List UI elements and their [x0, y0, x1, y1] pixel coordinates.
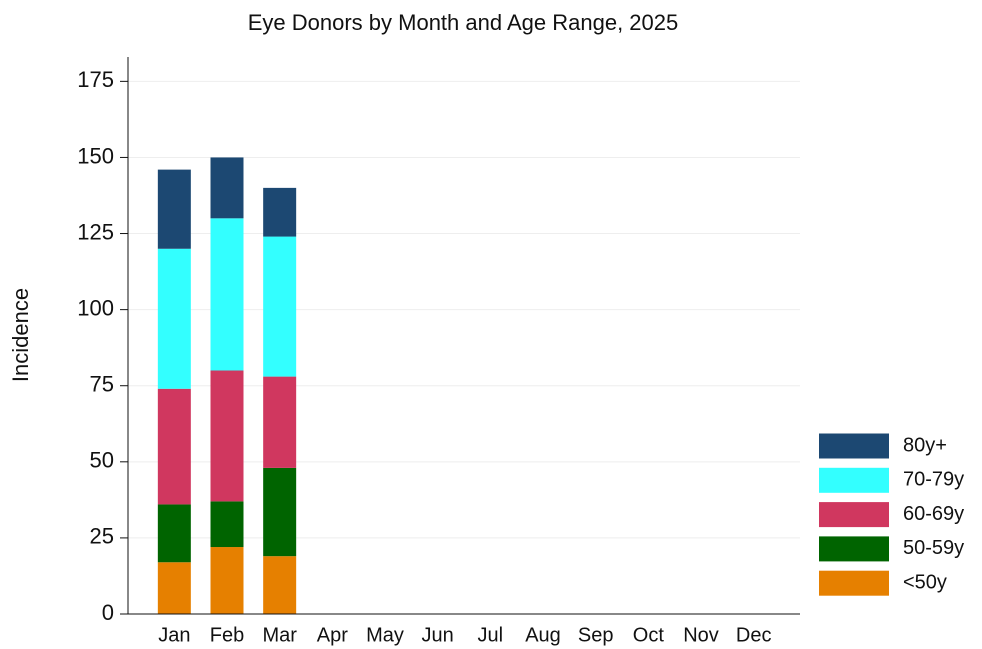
- x-tick-label: Mar: [262, 624, 297, 646]
- y-tick-label: 0: [102, 600, 114, 625]
- bar-segment: [263, 467, 297, 557]
- y-tick-label: 175: [77, 67, 114, 92]
- x-tick-label: Nov: [683, 624, 719, 646]
- x-tick-label: Oct: [633, 624, 665, 646]
- x-tick-label: Feb: [210, 624, 244, 646]
- x-tick-label: May: [366, 624, 404, 646]
- bar-segment: [210, 547, 244, 614]
- legend-label: 70-79y: [903, 469, 964, 491]
- x-tick-label: Jul: [478, 624, 504, 646]
- x-tick-label: Aug: [525, 624, 561, 646]
- x-tick-label: Sep: [578, 624, 614, 646]
- x-tick-label: Dec: [736, 624, 772, 646]
- bar-segment: [210, 157, 244, 219]
- bar-segment: [263, 187, 297, 237]
- x-tick-label: Jan: [158, 624, 190, 646]
- legend-swatch: [819, 467, 889, 493]
- x-tick-label: Apr: [317, 624, 348, 646]
- legend-swatch: [819, 502, 889, 528]
- y-tick-label: 25: [90, 524, 114, 549]
- legend-swatch: [819, 570, 889, 596]
- legend-label: 50-59y: [903, 537, 964, 559]
- y-tick-label: 125: [77, 219, 114, 244]
- y-tick-label: 150: [77, 143, 114, 168]
- bar-segment: [157, 169, 191, 249]
- legend-label: <50y: [903, 571, 947, 593]
- chart-title: Eye Donors by Month and Age Range, 2025: [248, 10, 679, 35]
- bar-segment: [263, 236, 297, 377]
- legend-label: 60-69y: [903, 503, 964, 525]
- bar-segment: [157, 388, 191, 505]
- bar-segment: [263, 376, 297, 468]
- bar-segment: [263, 556, 297, 614]
- y-tick-label: 50: [90, 448, 114, 473]
- bar-segment: [210, 218, 244, 371]
- bar-segment: [157, 562, 191, 614]
- bar-segment: [210, 501, 244, 548]
- legend-swatch: [819, 536, 889, 562]
- y-tick-label: 75: [90, 372, 114, 397]
- legend-label: 80y+: [903, 434, 947, 456]
- y-tick-label: 100: [77, 295, 114, 320]
- y-axis-label: Incidence: [8, 288, 33, 382]
- bar-segment: [157, 504, 191, 563]
- bar-segment: [157, 248, 191, 389]
- x-tick-label: Jun: [422, 624, 454, 646]
- bar-segment: [210, 370, 244, 502]
- legend-swatch: [819, 433, 889, 459]
